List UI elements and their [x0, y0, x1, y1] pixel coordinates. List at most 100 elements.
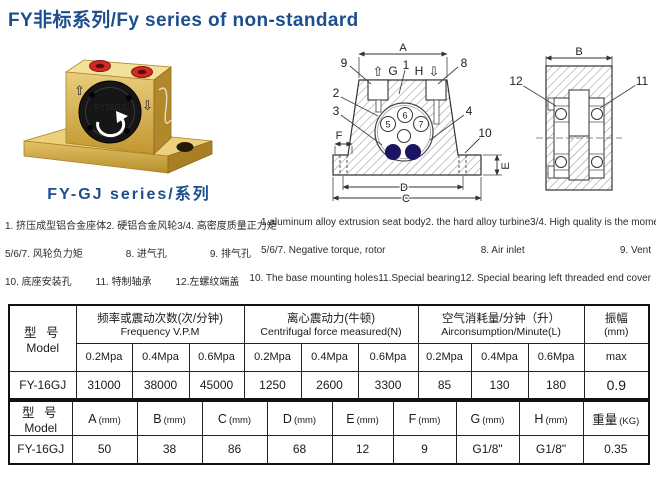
- bearing-ball: [555, 156, 567, 168]
- annotation-item-en: 8. Air inlet: [480, 245, 525, 256]
- force-value: 1250: [243, 370, 302, 400]
- dim-col-header: A (mm): [71, 400, 138, 436]
- bearing-ball: [555, 108, 567, 120]
- dim-col-header: H (mm): [518, 400, 584, 436]
- dim-label-d: D: [400, 182, 408, 194]
- dim-col-header: F (mm): [392, 400, 457, 436]
- label-11: 11: [636, 74, 649, 88]
- annotation-item-en: 3/4. High quality is the moment: [530, 217, 656, 228]
- dim-col-header: 重量 (KG): [582, 400, 650, 436]
- mounting-hole: [176, 142, 194, 152]
- force-value: 3300: [357, 370, 419, 400]
- spec-model-header: 型 号 Model: [8, 304, 77, 372]
- annotation-item-cn: 1. 挤压成型铝合金座体: [5, 221, 107, 232]
- dim-letter: 重量: [592, 412, 618, 427]
- vent-channel: [375, 99, 382, 113]
- model-header-en: Model: [24, 421, 58, 435]
- annotation-item-en: 9. Vent: [619, 245, 651, 256]
- leader-line: [464, 137, 481, 154]
- spec-table: 型 号 Model 频率或震动次数(次/分钟) Frequency V.P.M …: [8, 304, 651, 400]
- dim-letter: F: [408, 411, 417, 426]
- leader-line: [521, 84, 557, 107]
- frequency-header-cn: 频率或震动次数(次/分钟): [97, 313, 223, 326]
- dim-col-header: C (mm): [201, 400, 268, 436]
- air-value: 180: [527, 370, 585, 400]
- pressure-header: 0.2Mpa: [417, 342, 472, 372]
- product-photo: ⇧ ⇩ FY16GJ: [23, 59, 213, 174]
- annotation-item-en: 1.aluminum alloy extrusion seat body: [261, 217, 426, 228]
- dim-unit: (mm): [418, 414, 441, 426]
- air-group-header: 空气消耗量/分钟（升） Airconsumption/Minute(L): [417, 304, 585, 344]
- annotation-item-cn: 11. 特制轴承: [95, 277, 152, 288]
- pressure-header: 0.6Mpa: [188, 342, 245, 372]
- label-h: H: [415, 64, 424, 78]
- base-right-face: [167, 140, 213, 174]
- rotor-hole-7: [413, 116, 429, 132]
- leader-line: [340, 114, 383, 146]
- dim-unit: (KG): [619, 415, 640, 427]
- down-arrow-icon: ⇩: [142, 98, 153, 113]
- dim-unit: (mm): [482, 414, 505, 426]
- frequency-value: 45000: [188, 370, 245, 400]
- air-inlet-port: [425, 79, 447, 101]
- label-10: 10: [478, 126, 492, 140]
- shaft-upper: [568, 89, 590, 137]
- dim-value: 38: [136, 435, 203, 464]
- label-8: 8: [461, 56, 468, 70]
- body-right-face: [153, 66, 172, 155]
- frequency-value: 31000: [75, 370, 133, 400]
- dim-value: 86: [201, 435, 268, 464]
- annotation-item-cn: 10. 底座安装孔: [5, 277, 72, 288]
- dim-value: G1/8": [518, 435, 584, 464]
- model-value: FY-16GJ: [8, 370, 77, 400]
- dim-value: 68: [266, 435, 333, 464]
- annotation-item-en: 12. Special bearing left threaded end co…: [460, 273, 651, 284]
- inlet-port-left: [89, 60, 111, 72]
- end-cover-step: [547, 165, 555, 179]
- dim-unit: (mm): [356, 414, 379, 426]
- air-value: 85: [417, 370, 472, 400]
- pressure-header: 0.2Mpa: [75, 342, 133, 372]
- faceplate: FY16GJ: [78, 80, 142, 144]
- pressure-header: 0.4Mpa: [300, 342, 359, 372]
- inlet-down-arrow-icon: ⇩: [429, 64, 440, 79]
- dim-model-header: 型 号 Model: [8, 400, 73, 436]
- leader-line: [437, 66, 459, 85]
- dim-letter: B: [153, 411, 162, 426]
- annotation-item-en: 2. the hard alloy turbine: [425, 217, 531, 228]
- spec-data-row: FY-16GJ 31000 38000 45000 1250 2600 3300…: [8, 370, 650, 400]
- vent-port: [367, 79, 389, 101]
- dim-data-row: FY-16GJ 50 38 86 68 12 9 G1/8" G1/8" 0.3…: [8, 435, 650, 464]
- dim-value: G1/8": [455, 435, 520, 464]
- rotor-center-hole: [397, 129, 411, 143]
- annotations-section: 1. 挤压成型铝合金座体 2. 硬铝合金风轮 3/4. 高密度质量正力矩 1.a…: [5, 217, 656, 301]
- dim-label-a: A: [399, 42, 407, 54]
- leader-line: [349, 65, 372, 85]
- dim-col-header: B (mm): [136, 400, 203, 436]
- amplitude-header: 振幅 (mm): [583, 304, 650, 344]
- dim-label-c: C: [402, 193, 410, 205]
- model-header-cn: 型 号: [22, 406, 60, 420]
- side-view-drawing: B 12 11: [508, 45, 650, 191]
- annotation-item-cn: 12.左螺纹端盖: [175, 277, 240, 288]
- exhaust-up-arrow-icon: ⇧: [373, 64, 384, 79]
- pressure-header: 0.4Mpa: [470, 342, 529, 372]
- dim-letter: D: [282, 411, 292, 426]
- pressure-header: 0.6Mpa: [527, 342, 585, 372]
- force-group-header: 离心震动力(牛顿) Centrifugal force measured(N): [243, 304, 419, 344]
- label-3: 3: [333, 104, 340, 118]
- force-value: 2600: [300, 370, 359, 400]
- label-7: 7: [418, 120, 423, 130]
- up-arrow-icon: ⇧: [74, 83, 85, 98]
- leader-line: [340, 96, 379, 117]
- label-2: 2: [333, 86, 340, 100]
- annotation-item-cn: 5/6/7. 风轮负力矩: [5, 249, 83, 260]
- model-header-en: Model: [26, 340, 60, 355]
- dim-unit: (mm): [163, 414, 186, 426]
- amplitude-header-cn: 振幅: [604, 313, 628, 326]
- rotation-arrow-icon: [96, 115, 126, 138]
- dim-col-header: D (mm): [266, 400, 333, 436]
- dim-letter: H: [534, 411, 544, 426]
- air-header-cn: 空气消耗量/分钟（升）: [441, 313, 561, 326]
- label-6: 6: [402, 111, 407, 121]
